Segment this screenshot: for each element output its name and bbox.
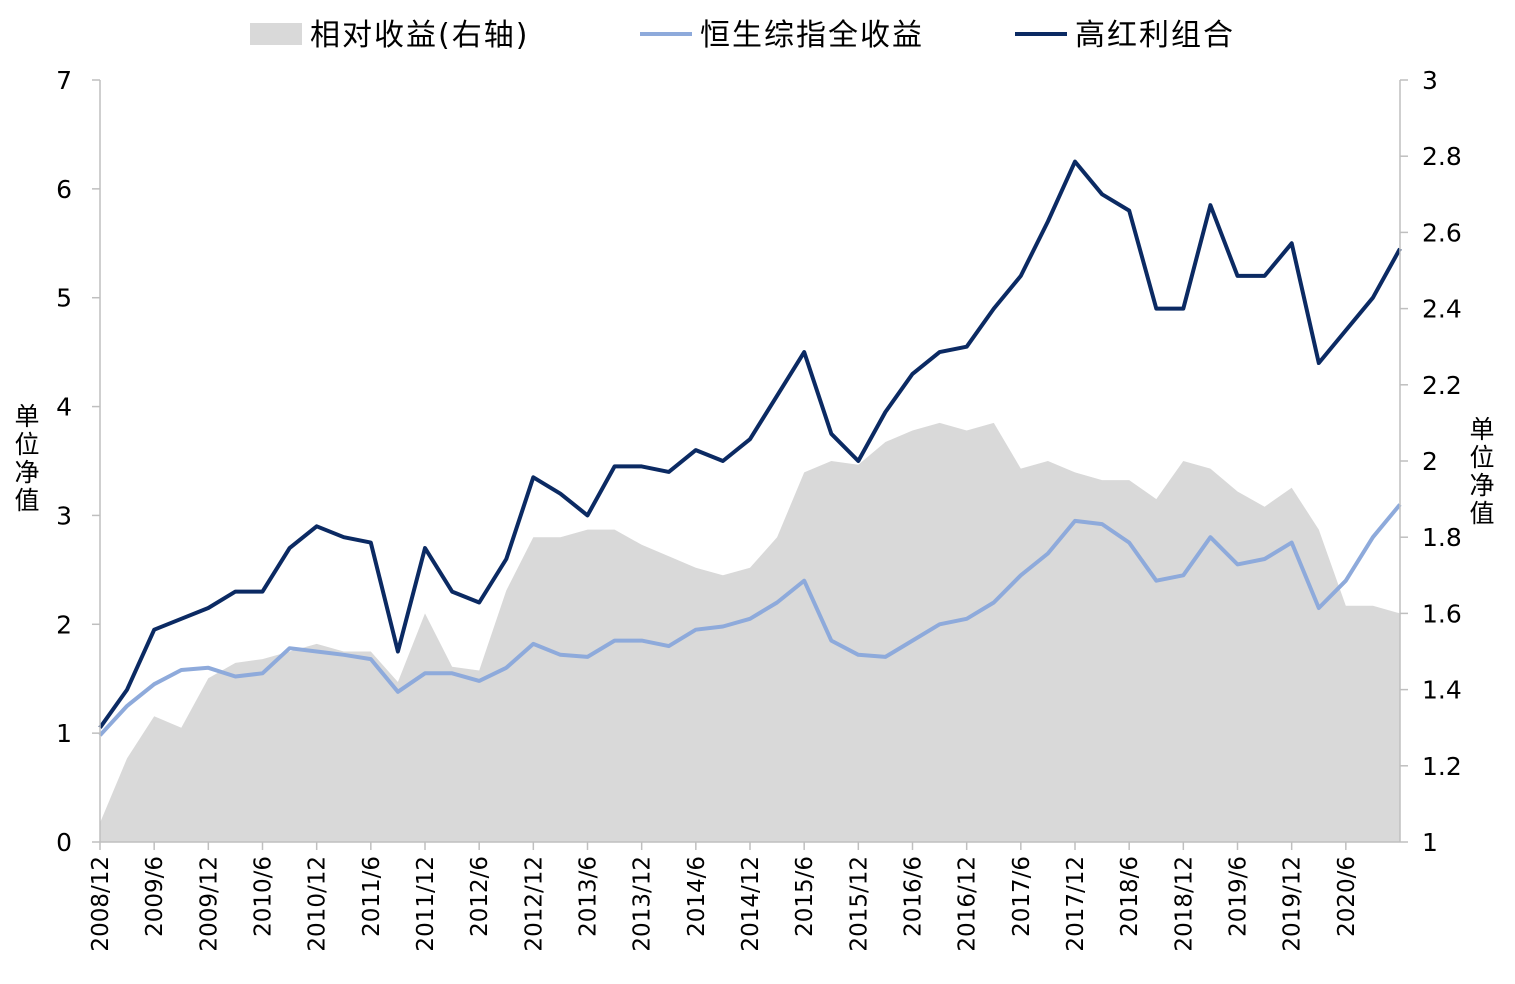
x-tick-label: 2020/6 [1334,856,1360,937]
axes-layer: 0 1 2 3 4 5 6 7 1 1.2 1.4 1.6 1.8 2 2.2 2.4 2.6 2.8 3 2008/… [56,66,1462,952]
x-tick-label: 2014/12 [738,856,764,952]
x-tick-label: 2012/12 [521,856,547,952]
x-tick-label: 2019/12 [1280,856,1306,952]
series-line-high-dividend [98,159,1402,729]
x-tick-label: 2016/6 [901,856,927,937]
y-tick-label-left: 3 [56,501,72,530]
x-tick-label: 2012/6 [467,856,493,937]
y-axis-label-right: 单位净值 [1469,415,1494,528]
x-tick-label: 2010/12 [305,856,331,952]
y-axis-label-left: 单位净值 [14,402,39,515]
y-tick-label-left: 7 [56,66,72,95]
y-tick-label-left: 6 [56,175,72,204]
y-tick-label-right: 1.6 [1422,599,1462,628]
x-tick-label: 2017/6 [1009,856,1035,937]
x-tick-label: 2019/6 [1226,856,1252,937]
y-tick-label-right: 1.2 [1422,752,1462,781]
x-tick-label: 2009/12 [196,856,222,952]
series-line-hsci-total-return [98,503,1402,737]
x-tick-label: 2016/12 [955,856,981,952]
y-tick-label-left: 4 [56,393,72,422]
x-tick-label: 2011/12 [413,856,439,952]
y-tick-label-left: 2 [56,610,72,639]
y-tick-label-left: 5 [56,284,72,313]
x-tick-label: 2009/6 [142,856,168,937]
legend-swatch-relative-return [250,23,302,45]
legend-label: 相对收益(右轴) [310,18,529,53]
x-tick-label: 2015/12 [846,856,872,952]
x-tick-label: 2010/6 [251,856,277,937]
series-area-relative-return [100,422,1400,842]
y-tick-label-right: 3 [1422,66,1438,95]
x-tick-label: 2018/6 [1117,856,1143,937]
y-tick-label-left: 1 [56,719,72,748]
y-tick-label-right: 2.6 [1422,218,1462,247]
lines-layer [98,159,1402,737]
x-tick-label: 2015/6 [792,856,818,937]
y-tick-label-right: 2.2 [1422,371,1462,400]
x-tick-label: 2014/6 [684,856,710,937]
y-tick-label-right: 1 [1422,828,1438,857]
x-tick-label: 2008/12 [88,856,114,952]
y-tick-label-right: 2 [1422,447,1438,476]
x-tick-label: 2013/12 [630,856,656,952]
x-tick-label: 2018/12 [1171,856,1197,952]
y-tick-label-right: 1.8 [1422,523,1462,552]
x-tick-label: 2011/6 [359,856,385,937]
y-tick-label-right: 2.4 [1422,295,1462,324]
y-tick-label-right: 2.8 [1422,142,1462,171]
legend: 相对收益(右轴) 恒生综指全收益 高红利组合 [250,18,1235,53]
x-tick-label: 2013/6 [576,856,602,937]
y-tick-label-right: 1.4 [1422,676,1462,705]
legend-label: 恒生综指全收益 [700,18,924,53]
relative-return-area-layer [100,422,1400,842]
legend-label: 高红利组合 [1075,18,1235,53]
y-tick-label-left: 0 [56,828,72,857]
x-tick-label: 2017/12 [1063,856,1089,952]
